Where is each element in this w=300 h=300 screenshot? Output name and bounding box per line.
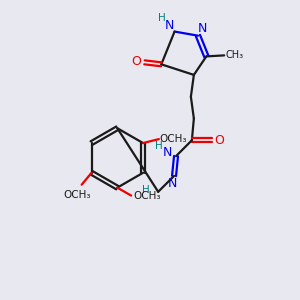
Text: O: O (132, 55, 142, 68)
Text: H: H (142, 185, 150, 195)
Text: CH₃: CH₃ (225, 50, 243, 60)
Text: N: N (162, 146, 172, 159)
Text: H: H (155, 141, 163, 151)
Text: H: H (158, 13, 166, 23)
Text: OCH₃: OCH₃ (63, 190, 91, 200)
Text: O: O (215, 134, 225, 147)
Text: N: N (197, 22, 207, 35)
Text: N: N (165, 19, 174, 32)
Text: OCH₃: OCH₃ (133, 190, 161, 201)
Text: OCH₃: OCH₃ (159, 134, 187, 144)
Text: N: N (167, 177, 177, 190)
